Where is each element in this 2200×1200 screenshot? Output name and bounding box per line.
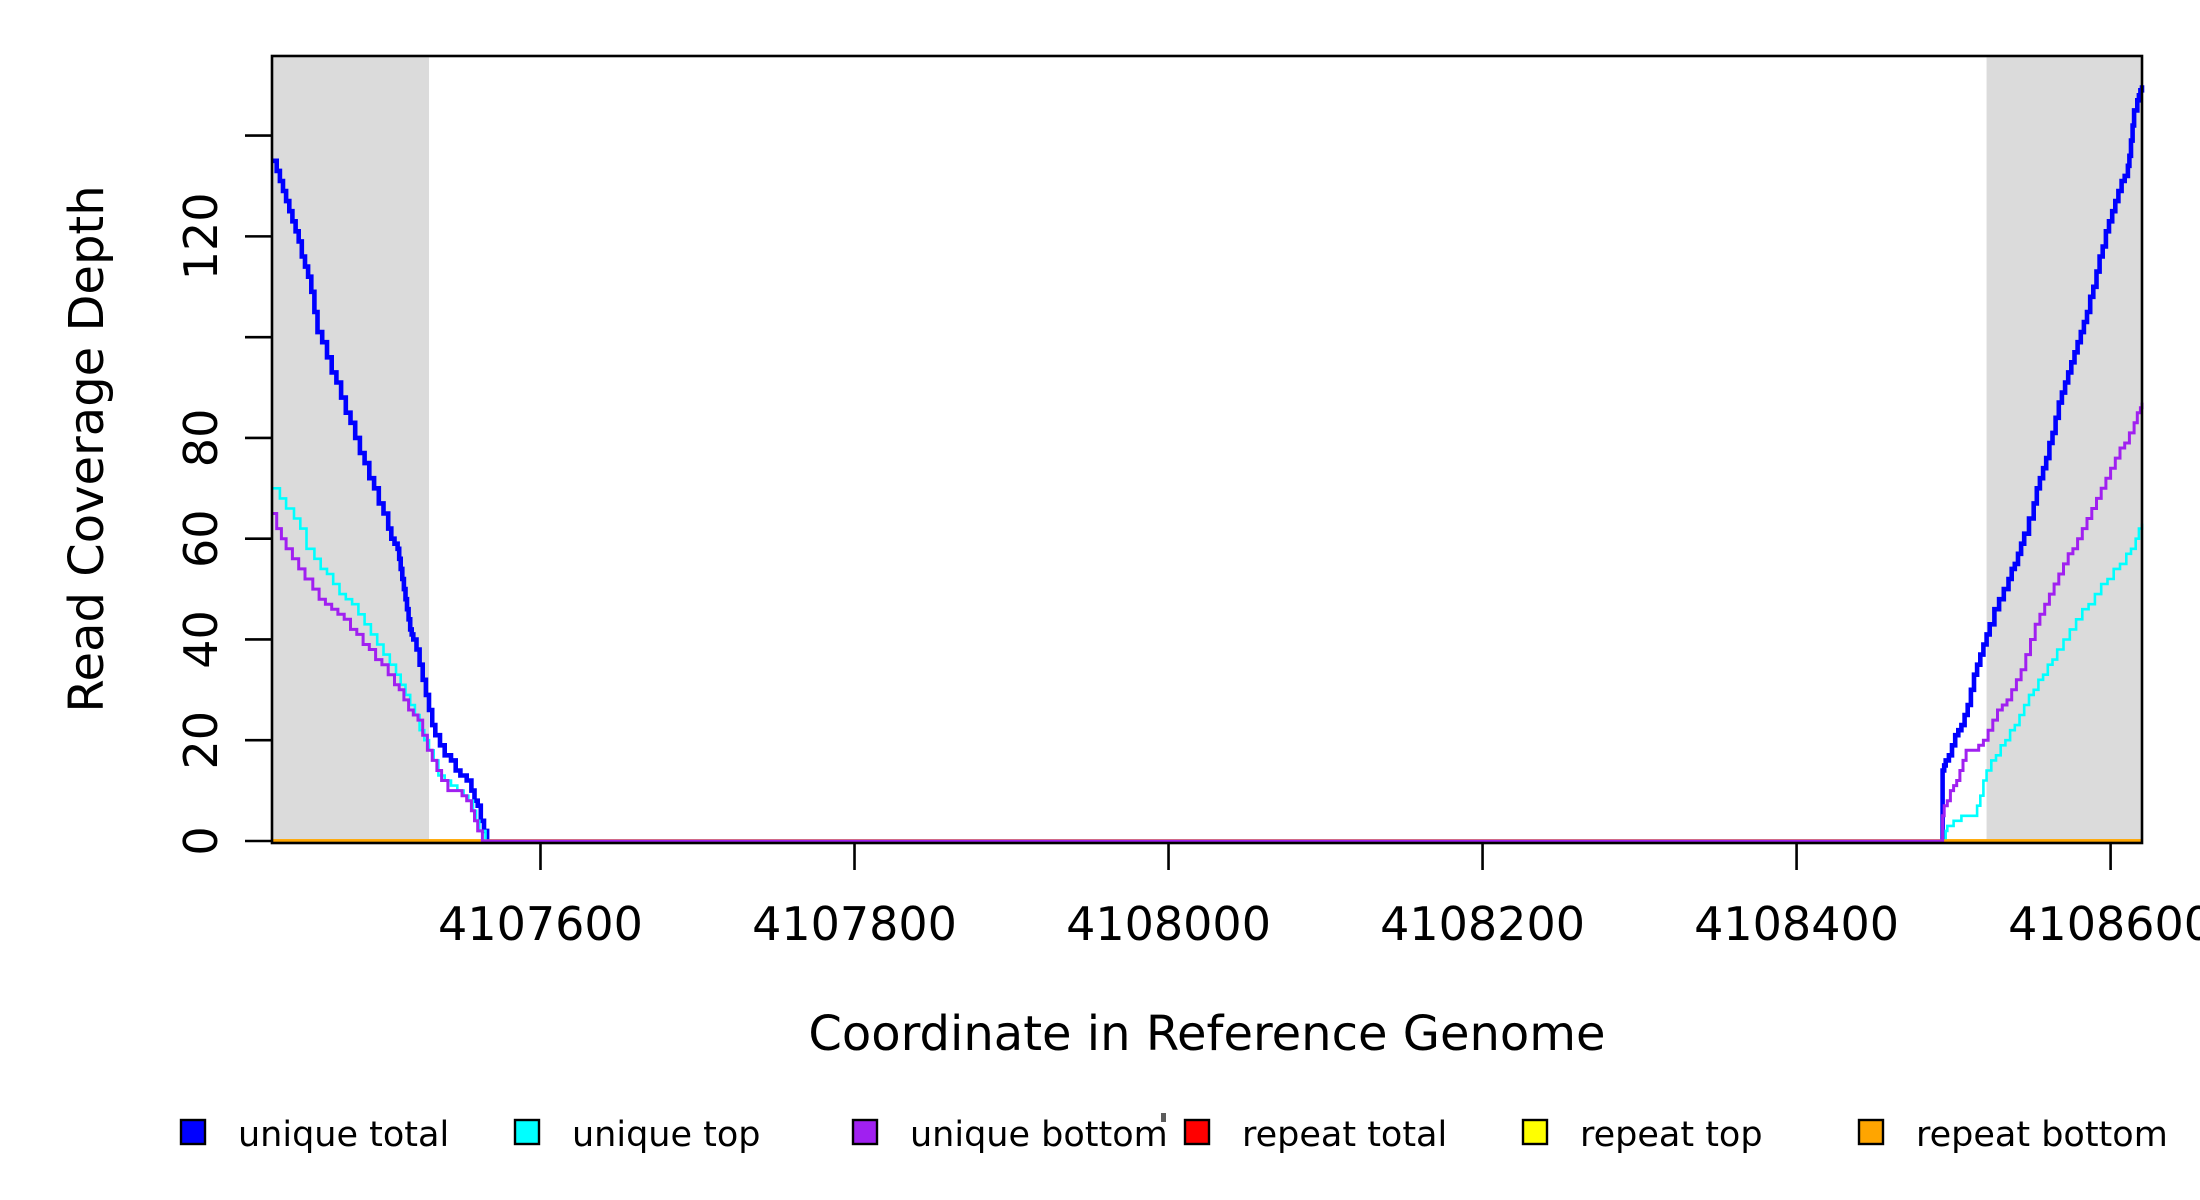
legend-label-repeat-bottom: repeat bottom: [1916, 1115, 2168, 1155]
legend-swatch-repeat-total: [1183, 1118, 1211, 1146]
y-axis: 0 20 40 60 80 120: [174, 134, 272, 856]
series-line-unique-bottom: [272, 402, 2144, 843]
y-tick-label: 40: [174, 610, 228, 669]
legend-swatch-repeat-bottom: [1857, 1118, 1885, 1146]
x-tick-label: 4108200: [1380, 897, 1585, 951]
legend-swatch-unique-total: [179, 1118, 207, 1146]
legend-swatch-unique-bottom: [851, 1118, 879, 1146]
x-tick-label: 4108600: [2008, 897, 2200, 951]
shaded-flank-region: [272, 57, 430, 842]
legend-label-unique-total: unique total: [238, 1115, 449, 1155]
series-line-unique-top: [272, 487, 2144, 843]
x-tick-label: 4107600: [438, 897, 643, 951]
y-tick-label: 20: [174, 711, 228, 770]
plot-border: [270, 54, 2144, 845]
legend-label-repeat-top: repeat top: [1580, 1115, 1763, 1155]
x-tick-label: 4108000: [1066, 897, 1271, 951]
legend-label-unique-bottom: unique bottom: [910, 1115, 1168, 1155]
x-axis: 4107600 4107800 4108000 4108200 4108400 41086…: [438, 843, 2200, 951]
stray-mark: [1161, 1113, 1166, 1122]
legend-label-repeat-total: repeat total: [1242, 1115, 1447, 1155]
x-tick-label: 4108400: [1694, 897, 1899, 951]
y-tick-label: 80: [174, 409, 228, 468]
legend-swatch-unique-top: [513, 1118, 541, 1146]
series-line-unique-total: [272, 85, 2145, 844]
legend: unique total unique top unique bottom repea…: [179, 1115, 2168, 1155]
series-lines: [272, 85, 2145, 844]
x-tick-label: 4107800: [752, 897, 957, 951]
y-tick-label: 120: [174, 192, 228, 280]
legend-swatch-repeat-top: [1521, 1118, 1549, 1146]
shaded-flank-region: [1986, 57, 2142, 842]
shaded-regions: [272, 57, 2142, 842]
y-tick-label: 60: [174, 509, 228, 568]
y-tick-label: 0: [174, 826, 228, 855]
legend-label-unique-top: unique top: [572, 1115, 761, 1155]
x-axis-title: Coordinate in Reference Genome: [808, 1006, 1605, 1062]
y-axis-title: Read Coverage Depth: [59, 185, 115, 712]
